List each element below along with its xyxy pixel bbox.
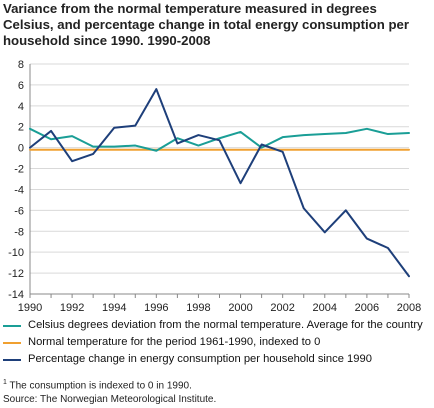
y-tick-label: 2 xyxy=(18,122,24,134)
source-note: Source: The Norwegian Meteorological Ins… xyxy=(3,394,217,405)
gridlines xyxy=(30,63,409,295)
legend-swatch-energy xyxy=(3,359,21,361)
y-tick-label: 4 xyxy=(18,101,24,113)
x-tick-label: 1996 xyxy=(144,302,168,314)
series-line-0 xyxy=(29,127,410,152)
footnote-text: The consumption is indexed to 0 in 1990. xyxy=(9,380,192,392)
y-tick-label: -14 xyxy=(8,289,24,301)
y-tick-label: -4 xyxy=(14,184,24,196)
y-tick-label: -12 xyxy=(8,268,24,280)
series-lines xyxy=(29,88,410,278)
legend-item-normal: Normal temperature for the period 1961-1… xyxy=(0,335,434,351)
footnote-marker: 1 xyxy=(3,379,7,386)
x-tick-label: 2002 xyxy=(270,302,294,314)
x-tick-label: 1998 xyxy=(186,302,210,314)
series-line-2 xyxy=(29,88,410,278)
legend-item-energy: Percentage change in energy consumption … xyxy=(0,352,434,368)
legend-swatch-temperature xyxy=(3,325,21,327)
x-tick-label: 1992 xyxy=(60,302,84,314)
axes xyxy=(29,64,410,298)
y-tick-label: 0 xyxy=(18,143,24,155)
x-tick-label: 2000 xyxy=(228,302,252,314)
y-tick-label: 6 xyxy=(18,80,24,92)
x-tick-label: 2006 xyxy=(355,302,379,314)
x-tick-label: 1994 xyxy=(102,302,126,314)
y-tick-label: -8 xyxy=(14,226,24,238)
y-tick-label: 8 xyxy=(18,59,24,71)
x-tick-label: 1990 xyxy=(18,302,42,314)
legend-item-temperature: Celsius degrees deviation from the norma… xyxy=(0,318,434,334)
legend-swatch-normal xyxy=(3,342,21,344)
x-tick-label: 2004 xyxy=(313,302,337,314)
y-tick-label: -6 xyxy=(14,205,24,217)
legend-label-energy: Percentage change in energy consumption … xyxy=(28,353,372,365)
legend-label-normal: Normal temperature for the period 1961-1… xyxy=(28,336,321,348)
chart-title: Variance from the normal temperature mea… xyxy=(3,1,409,48)
legend-label-temperature: Celsius degrees deviation from the norma… xyxy=(28,319,423,331)
y-tick-label: -2 xyxy=(14,164,24,176)
footnote: 1 The consumption is indexed to 0 in 199… xyxy=(3,379,192,391)
x-tick-label: 2008 xyxy=(397,302,421,314)
y-tick-label: -10 xyxy=(8,247,24,259)
